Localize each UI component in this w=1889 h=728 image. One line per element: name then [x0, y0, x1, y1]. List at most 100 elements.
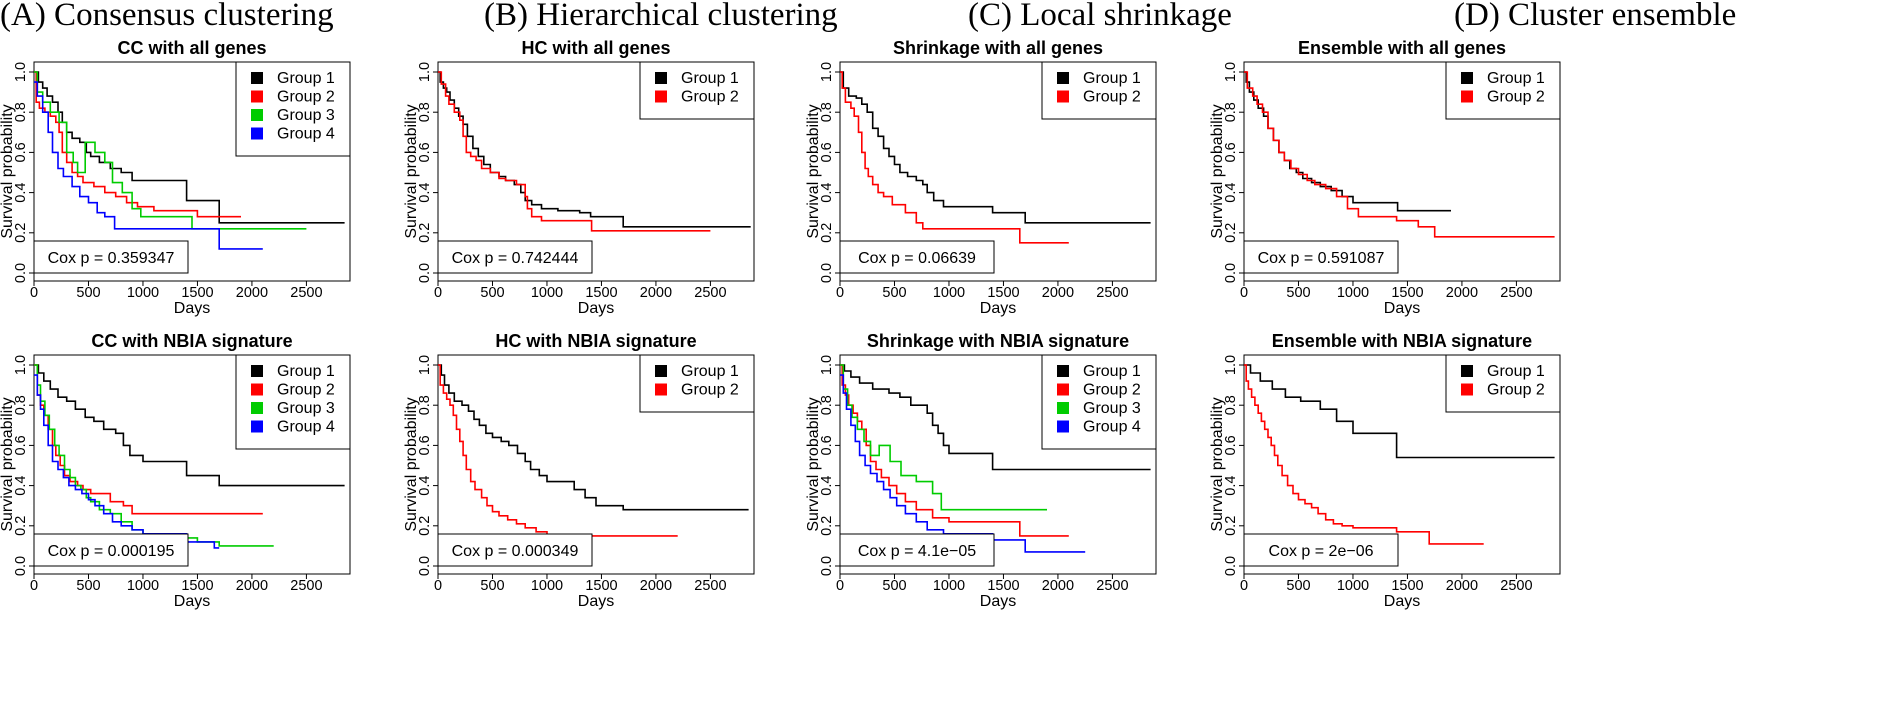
column-title-c: (C) Local shrinkage: [968, 0, 1232, 33]
plot-frame: [33, 61, 351, 282]
y-tick-label: 1.0: [1223, 62, 1239, 82]
x-tick-label: 500: [76, 578, 100, 594]
km-curve-group-1: [1244, 71, 1451, 212]
x-tick-label: 500: [76, 285, 100, 301]
km-curve-group-1: [840, 71, 1151, 224]
x-tick-label: 2500: [290, 285, 322, 301]
x-tick-label: 1500: [585, 285, 617, 301]
km-curve-group-2: [438, 71, 711, 232]
legend-label: Group 2: [1083, 382, 1141, 399]
y-tick-label: 0.6: [13, 142, 29, 162]
panel-title: HC with all genes: [521, 38, 670, 58]
x-tick-label: 1000: [531, 578, 563, 594]
x-tick-label: 500: [1286, 578, 1310, 594]
y-tick-label: 0.0: [417, 556, 433, 576]
x-tick-label: 0: [30, 285, 38, 301]
km-curve-group-2: [840, 364, 1069, 537]
panel-title: Ensemble with NBIA signature: [1272, 331, 1532, 351]
x-tick-label: 2500: [1500, 578, 1532, 594]
km-curve-group-4: [34, 81, 263, 250]
km-curve-group-1: [1244, 364, 1555, 459]
legend-label: Group 1: [1487, 70, 1545, 87]
legend-label: Group 1: [1487, 363, 1545, 380]
x-axis-label: Days: [578, 300, 614, 317]
x-tick-label: 2500: [290, 578, 322, 594]
legend-label: Group 4: [277, 419, 335, 436]
x-tick-label: 1000: [933, 578, 965, 594]
x-tick-label: 2000: [640, 285, 672, 301]
km-curve-group-1: [840, 364, 1151, 471]
x-axis-label: Days: [1384, 300, 1420, 317]
legend-swatch: [251, 109, 263, 121]
y-tick-label: 1.0: [819, 355, 835, 375]
y-tick-label: 0.2: [1223, 516, 1239, 536]
y-tick-label: 1.0: [417, 62, 433, 82]
y-tick-label: 0.2: [819, 516, 835, 536]
cox-box: [437, 240, 593, 274]
y-tick-label: 0.4: [13, 476, 29, 496]
legend-label: Group 3: [277, 400, 335, 417]
legend-label: Group 3: [277, 107, 335, 124]
y-axis-label: Survival probability: [403, 104, 420, 238]
legend-box: [639, 354, 755, 413]
x-tick-label: 2000: [1446, 285, 1478, 301]
x-tick-label: 1000: [933, 285, 965, 301]
km-curve-group-2: [1244, 71, 1555, 238]
y-tick-label: 1.0: [417, 355, 433, 375]
km-panel-shrinkage-all-genes: Shrinkage with all genes 0.0 0.2 0.4 0.6 0.8 1…: [805, 38, 1157, 317]
y-tick-label: 1.0: [1223, 355, 1239, 375]
x-tick-label: 500: [882, 578, 906, 594]
x-tick-label: 2500: [694, 285, 726, 301]
legend-label: Group 4: [277, 126, 335, 143]
y-axis-label: Survival probability: [0, 397, 16, 531]
y-tick-label: 0.0: [1223, 263, 1239, 283]
legend-label: Group 1: [681, 70, 739, 87]
legend-swatch: [655, 90, 667, 103]
x-tick-label: 1500: [1391, 578, 1423, 594]
km-curve-group-2: [840, 71, 1069, 244]
legend-label: Group 2: [277, 89, 335, 106]
cox-p-label: Cox p = 0.591087: [1258, 250, 1385, 267]
legend-label: Group 2: [277, 382, 335, 399]
cox-p-label: Cox p = 2e−06: [1269, 543, 1374, 560]
km-curve-group-2: [438, 364, 678, 537]
km-curve-group-3: [840, 364, 1047, 511]
y-axis-label: Survival probability: [1209, 397, 1226, 531]
x-tick-label: 500: [882, 285, 906, 301]
legend-swatch: [251, 420, 263, 433]
km-panel-hc-all-genes: HC with all genes 0.0 0.2 0.4 0.6 0.8 1.0 Survi…: [403, 38, 755, 317]
plot-frame: [1243, 354, 1561, 575]
km-curve-group-1: [34, 71, 345, 224]
plot-frame: [33, 354, 351, 575]
cox-box: [1243, 240, 1399, 274]
x-tick-label: 2000: [1042, 285, 1074, 301]
column-title-d: (D) Cluster ensemble: [1454, 0, 1736, 33]
legend-swatch: [251, 402, 263, 414]
legend-label: Group 1: [277, 70, 335, 87]
x-tick-label: 2000: [1446, 578, 1478, 594]
plot-frame: [437, 354, 755, 575]
legend-swatch: [1461, 365, 1473, 377]
x-tick-label: 0: [1240, 578, 1248, 594]
legend-label: Group 4: [1083, 419, 1141, 436]
legend-label: Group 2: [681, 89, 739, 106]
y-tick-label: 1.0: [819, 62, 835, 82]
y-tick-label: 0.2: [819, 223, 835, 243]
x-tick-label: 1500: [181, 578, 213, 594]
legend-label: Group 2: [1487, 382, 1545, 399]
x-tick-label: 2000: [640, 578, 672, 594]
legend-swatch: [251, 72, 263, 84]
y-tick-label: 0.4: [819, 476, 835, 496]
legend-label: Group 2: [1083, 89, 1141, 106]
panel-title: Shrinkage with NBIA signature: [867, 331, 1129, 351]
km-curve-group-4: [840, 374, 1086, 553]
plot-frame: [839, 61, 1157, 282]
x-tick-label: 1000: [127, 578, 159, 594]
column-title-b: (B) Hierarchical clustering: [484, 0, 838, 33]
x-tick-label: 500: [480, 578, 504, 594]
km-panel-shrinkage-nbia-signature: Shrinkage with NBIA signature 0.0 0.2 0.4 0.…: [805, 331, 1157, 610]
y-tick-label: 0.6: [819, 142, 835, 162]
x-tick-label: 0: [836, 578, 844, 594]
y-tick-label: 0.0: [819, 263, 835, 283]
km-curve-group-2: [34, 71, 241, 218]
